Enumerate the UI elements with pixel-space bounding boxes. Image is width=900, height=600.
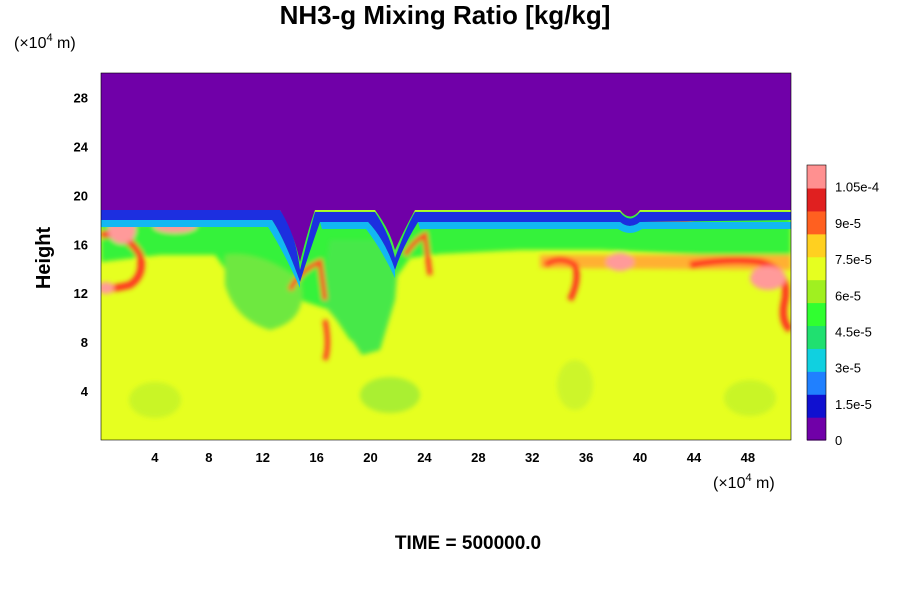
- x-tick-label: 36: [579, 450, 593, 465]
- colorbar-segment: [807, 417, 826, 441]
- x-tick-label: 20: [363, 450, 377, 465]
- upper-layer-field: [101, 73, 791, 262]
- colorbar-label: 0: [835, 433, 842, 448]
- heatmap-plot-area: [101, 73, 791, 440]
- y-axis-unit: (×104 m): [14, 32, 76, 52]
- colorbar-segment: [807, 256, 826, 281]
- y-axis-label: Height: [33, 227, 55, 290]
- time-label: TIME = 500000.0: [395, 533, 541, 554]
- colorbar-segment: [807, 165, 826, 189]
- x-tick-label: 16: [309, 450, 323, 465]
- colorbar: [806, 164, 827, 441]
- y-tick-labels: 4 8 12 16 20 24 28: [74, 90, 89, 399]
- boundary-light-blue: [101, 220, 791, 288]
- green-transition-band: [101, 212, 791, 345]
- y-tick-label: 24: [74, 139, 89, 154]
- boundary-dark-blue: [101, 210, 791, 282]
- x-tick-labels: 4 8 12 16 20 24 28 32 36 40 44 48: [151, 450, 755, 465]
- x-unit-prefix: (×10: [713, 475, 746, 492]
- y-unit-suffix: m): [53, 35, 76, 52]
- x-tick-label: 44: [687, 450, 702, 465]
- x-axis-unit: (×104 m): [713, 472, 775, 492]
- colorbar-segment: [807, 371, 826, 395]
- y-tick-label: 20: [74, 188, 88, 203]
- pink-core-right: [606, 253, 634, 271]
- colorbar-segment: [807, 394, 826, 418]
- x-tick-label: 32: [525, 450, 539, 465]
- colorbar-labels: 0 1.5e-5 3e-5 4.5e-5 6e-5 7.5e-5 9e-5 1.05e-4: [835, 180, 879, 448]
- y-tick-label: 16: [74, 237, 88, 252]
- colorbar-segment: [807, 187, 826, 212]
- x-tick-label: 8: [205, 450, 212, 465]
- x-tick-label: 24: [417, 450, 432, 465]
- y-unit-prefix: (×10: [14, 35, 47, 52]
- colorbar-label: 6e-5: [835, 288, 861, 303]
- x-tick-label: 12: [255, 450, 269, 465]
- x-tick-label: 48: [741, 450, 755, 465]
- colorbar-label: 3e-5: [835, 361, 861, 376]
- eddy-mid-right: [557, 360, 593, 410]
- colorbar-label: 9e-5: [835, 216, 861, 231]
- pink-core-far-right: [750, 266, 786, 290]
- x-tick-label: 40: [633, 450, 647, 465]
- red-filament-center: [287, 231, 433, 361]
- eddy-lower-center: [360, 377, 420, 413]
- colorbar-label: 7.5e-5: [835, 252, 872, 267]
- green-plume-center: [320, 240, 400, 355]
- y-unit-exponent: 4: [46, 32, 52, 44]
- colorbar-label: 4.5e-5: [835, 324, 872, 339]
- colorbar-segment: [807, 348, 826, 372]
- plot-frame: [100, 72, 792, 441]
- x-unit-suffix: m): [752, 475, 775, 492]
- colorbar-label: 1.5e-5: [835, 397, 872, 412]
- colorbar-segment: [807, 325, 826, 349]
- green-eddy-left: [225, 254, 302, 330]
- colorbar-segment: [807, 233, 826, 258]
- y-tick-label: 12: [74, 286, 88, 301]
- y-tick-label: 8: [81, 335, 88, 350]
- colorbar-segment: [807, 279, 826, 304]
- y-tick-label: 28: [74, 90, 88, 105]
- red-filament-right: [543, 257, 580, 302]
- colorbar-segment: [807, 210, 826, 235]
- colorbar-label: 1.05e-4: [835, 180, 879, 195]
- eddy-lower-left: [129, 382, 181, 418]
- colorbar-frame: [806, 164, 827, 441]
- y-tick-label: 4: [81, 384, 89, 399]
- chart-title: NH3-g Mixing Ratio [kg/kg]: [280, 0, 611, 30]
- eddy-lower-right: [724, 380, 776, 416]
- colorbar-segment: [807, 302, 826, 327]
- x-tick-label: 4: [151, 450, 159, 465]
- x-unit-exponent: 4: [745, 472, 751, 484]
- x-tick-label: 28: [471, 450, 485, 465]
- pink-core-small: [101, 282, 114, 294]
